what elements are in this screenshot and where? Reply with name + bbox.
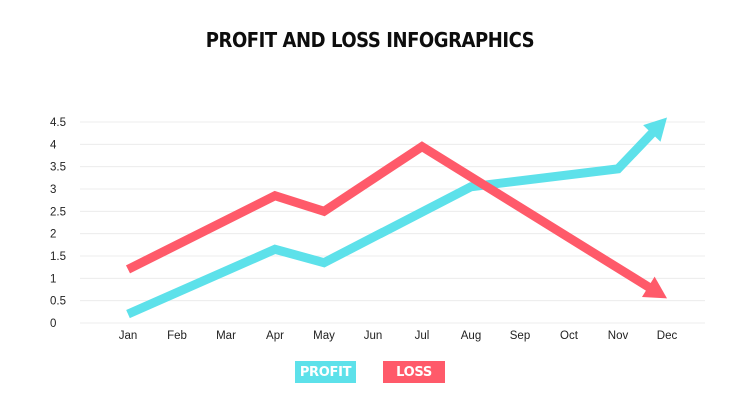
y-tick-label: 1 — [50, 273, 56, 285]
chart-title: PROFIT AND LOSS INFOGRAPHICS — [205, 28, 535, 52]
x-tick-label: Mar — [216, 330, 236, 342]
profit-arrowhead — [643, 117, 667, 142]
x-tick-label: Aug — [461, 330, 481, 342]
y-tick-label: 0.5 — [50, 296, 66, 308]
profit-line — [126, 128, 658, 319]
y-tick-label: 3.5 — [50, 162, 66, 174]
x-axis-ticks: Jan Feb Mar Apr May Jun Jul Aug Sep Oct Nov Dec — [119, 330, 678, 342]
y-tick-label: 2.5 — [50, 206, 66, 218]
legend-profit: PROFIT — [295, 361, 356, 383]
loss-line — [125, 141, 654, 293]
x-tick-label: May — [313, 330, 335, 342]
y-tick-label: 3 — [50, 184, 56, 196]
y-tick-label: 4.5 — [50, 117, 66, 129]
loss-arrowhead — [641, 276, 667, 299]
legend-profit-label: PROFIT — [299, 364, 352, 380]
x-tick-label: Jun — [364, 330, 383, 342]
y-tick-label: 0 — [50, 318, 56, 330]
series-profit — [126, 117, 667, 319]
y-tick-label: 4 — [50, 139, 57, 151]
series-loss — [125, 141, 667, 299]
x-tick-label: Nov — [608, 330, 629, 342]
x-tick-label: Jul — [415, 330, 430, 342]
x-tick-label: Jan — [119, 330, 138, 342]
series-lines — [125, 117, 667, 319]
x-tick-label: Feb — [167, 330, 187, 342]
x-tick-label: Sep — [510, 330, 530, 342]
y-tick-label: 2 — [50, 229, 56, 241]
x-tick-label: Dec — [657, 330, 678, 342]
y-axis-ticks: 0 0.5 1 1.5 2 2.5 3 3.5 4 4.5 — [50, 117, 66, 330]
legend-loss-label: LOSS — [396, 364, 432, 380]
x-tick-label: Oct — [560, 330, 579, 342]
grid-lines — [80, 121, 705, 324]
y-tick-label: 1.5 — [50, 251, 66, 263]
x-tick-label: Apr — [266, 330, 284, 342]
legend-loss: LOSS — [383, 361, 445, 383]
